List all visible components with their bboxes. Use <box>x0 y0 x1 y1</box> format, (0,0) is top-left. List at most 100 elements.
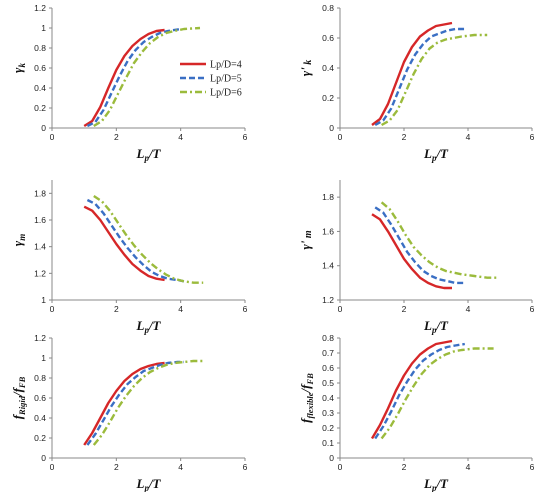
y-tick-label: 1 <box>41 353 46 363</box>
x-axis-title: Lp/T <box>135 476 161 492</box>
y-tick-label: 0.8 <box>34 373 46 383</box>
x-axis-title-denom: /T <box>148 476 162 491</box>
y-tick-label: 0.5 <box>322 378 334 388</box>
y-axis-title-sub: k <box>17 63 27 68</box>
series-line-lp-d-5 <box>374 342 465 440</box>
y-axis-title-main: γ <box>10 240 25 246</box>
series-line-lp-d-4 <box>370 339 453 440</box>
x-tick-label: 4 <box>178 462 183 472</box>
x-axis-title-main: L <box>423 318 432 333</box>
x-axis-title-denom: /T <box>435 476 449 491</box>
x-axis-title-sub: p <box>431 325 437 335</box>
chart-panel-4: 1.2 1.4 1.6 1.8 0 2 4 6 Lp/T γ' m <box>298 180 535 335</box>
x-axis-title-denom: /T <box>148 318 162 333</box>
y-tick-label: 1.2 <box>34 333 46 343</box>
y-tick-label: 1.2 <box>34 3 46 13</box>
x-tick-label: 4 <box>466 304 471 314</box>
y-tick-label: 1.2 <box>322 295 334 305</box>
y-tick-label: 1.4 <box>34 242 46 252</box>
x-tick-label: 6 <box>243 132 248 142</box>
y-axis-title-prime: ' <box>298 240 313 244</box>
series-line-lp-d-6 <box>93 194 204 284</box>
x-tick-label: 0 <box>338 304 343 314</box>
y-axis-title: fRigid/fFB <box>10 376 27 419</box>
chart-panel-1: 0 0.2 0.4 0.6 0.8 1 1.2 0 2 4 6 Lp/T γk <box>10 3 248 163</box>
y-axis-title-main: γ <box>298 244 313 250</box>
x-tick-label: 0 <box>338 462 343 472</box>
series-line-lp-d-6 <box>381 33 488 127</box>
y-axis-title-main: γ <box>10 67 25 73</box>
y-axis-title-denominator-sub: FB <box>17 376 27 389</box>
x-axis-title-main: L <box>135 318 144 333</box>
chart-panel-5: 0 0.2 0.4 0.6 0.8 1 1.2 0 2 4 6 Lp/T fRigid/fFB <box>10 333 248 492</box>
x-tick-label: 6 <box>530 132 535 142</box>
x-tick-label: 0 <box>50 132 55 142</box>
x-tick-label: 4 <box>178 132 183 142</box>
y-tick-label: 0 <box>41 453 46 463</box>
x-axis-title-sub: p <box>143 483 149 492</box>
y-axis-title-denominator: /f <box>10 386 25 397</box>
x-axis-title-denom: /T <box>148 146 162 161</box>
x-tick-label: 6 <box>243 462 248 472</box>
y-tick-label: 0.2 <box>322 423 334 433</box>
y-tick-label: 0.3 <box>322 408 334 418</box>
y-tick-label: 0.7 <box>322 348 334 358</box>
y-tick-label: 0.6 <box>322 363 334 373</box>
x-axis-title: Lp/T <box>135 146 161 163</box>
y-tick-label: 0.2 <box>34 433 46 443</box>
y-axis-title-sub: m <box>17 234 27 241</box>
y-tick-label: 1.8 <box>34 188 46 198</box>
y-tick-label: 0.8 <box>34 43 46 53</box>
x-axis-title-denom: /T <box>435 318 449 333</box>
y-tick-label: 0.4 <box>322 393 334 403</box>
y-axis-title-prime: ' <box>298 67 313 71</box>
x-axis-title-sub: p <box>431 153 437 163</box>
legend-entry: Lp/D=6 <box>210 88 242 99</box>
chart-panel-2: 0 0.2 0.4 0.6 0.8 0 2 4 6 Lp/T γ' k <box>298 3 535 163</box>
x-tick-label: 2 <box>114 462 119 472</box>
chart-panel-3: 1 1.2 1.4 1.6 1.8 0 2 4 6 Lp/T γm <box>10 180 248 335</box>
y-axis-title-numerator: f <box>10 413 25 419</box>
x-tick-label: 0 <box>338 132 343 142</box>
series-line-lp-d-5 <box>86 27 181 128</box>
y-tick-label: 1.4 <box>322 261 334 271</box>
x-tick-label: 6 <box>530 462 535 472</box>
legend-entry: Lp/D=5 <box>210 74 242 85</box>
y-tick-label: 0.6 <box>322 33 334 43</box>
legend: Lp/D=4 Lp/D=5 Lp/D=6 <box>180 60 242 99</box>
x-tick-label: 2 <box>402 462 407 472</box>
legend-entry: Lp/D=4 <box>210 60 242 71</box>
series-line-lp-d-6 <box>92 359 204 446</box>
y-tick-label: 1 <box>41 295 46 305</box>
series-line-lp-d-6 <box>380 347 494 440</box>
y-tick-label: 0 <box>329 123 334 133</box>
y-tick-label: 0 <box>329 453 334 463</box>
y-axis-title: γ' k <box>298 60 314 77</box>
series-line-lp-d-5 <box>86 198 185 283</box>
x-axis-title-denom: /T <box>435 146 449 161</box>
y-tick-label: 1.8 <box>322 192 334 202</box>
y-tick-label: 0 <box>41 123 46 133</box>
y-axis-title-numerator: f <box>298 417 313 423</box>
series-line-lp-d-5 <box>374 27 465 127</box>
y-axis-title: fflexible/fFB <box>298 373 315 423</box>
x-axis-title-sub: p <box>143 325 149 335</box>
y-axis-title: γm <box>10 234 27 246</box>
y-axis-title-denominator: /f <box>298 383 313 394</box>
x-tick-label: 4 <box>466 132 471 142</box>
x-tick-label: 4 <box>466 462 471 472</box>
x-axis-title: Lp/T <box>423 476 449 492</box>
x-axis-title: Lp/T <box>135 318 161 335</box>
y-tick-label: 1.6 <box>322 226 334 236</box>
x-tick-label: 6 <box>530 304 535 314</box>
x-tick-label: 0 <box>50 462 55 472</box>
y-tick-label: 0.8 <box>322 3 334 13</box>
y-tick-label: 0.4 <box>34 413 46 423</box>
y-tick-label: 1.2 <box>34 268 46 278</box>
y-tick-label: 0.2 <box>34 103 46 113</box>
y-axis-title-main: γ <box>298 70 313 76</box>
x-tick-label: 2 <box>402 132 407 142</box>
x-tick-label: 0 <box>50 304 55 314</box>
x-tick-label: 6 <box>243 304 248 314</box>
